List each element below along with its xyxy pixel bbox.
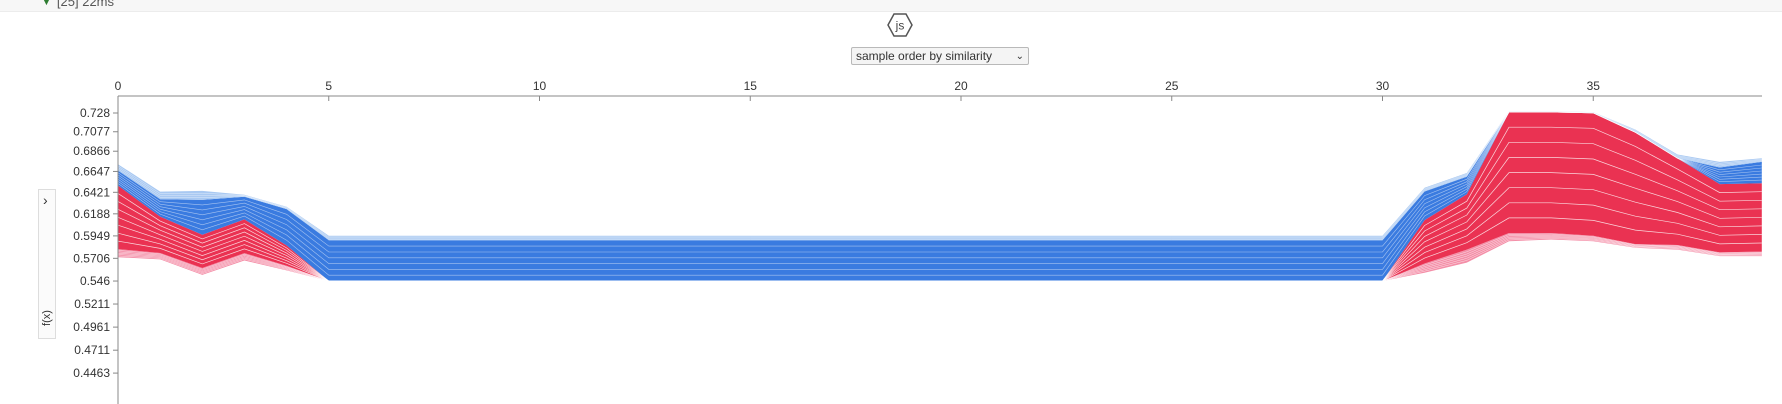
x-tick-label: 30 (1376, 79, 1390, 93)
x-tick-label: 5 (325, 79, 332, 93)
chevron-down-icon: ⌄ (1015, 50, 1024, 62)
x-tick-label: 10 (533, 79, 547, 93)
y-tick-label: 0.7077 (73, 125, 110, 139)
y-tick-label: 0.5706 (73, 251, 110, 265)
cell-timing-label: [25] 22ms (56, 0, 115, 9)
chevron-down-icon[interactable]: ▼ (42, 0, 51, 7)
negative-light-separator (117, 111, 1762, 240)
chevron-right-icon[interactable]: › (43, 192, 48, 208)
y-tick-label: 0.5211 (74, 297, 110, 311)
negative-light-separator (117, 111, 1762, 239)
js-badge-label: js (895, 19, 905, 33)
x-tick-label: 20 (954, 79, 968, 93)
negative-light-separator (117, 111, 1762, 238)
y-tick-label: 0.4463 (73, 366, 110, 380)
yaxis-feature-panel[interactable]: › f(x) (38, 189, 56, 339)
x-tick-label: 25 (1165, 79, 1179, 93)
positive-tail-area (118, 233, 1762, 281)
y-tick-label: 0.4711 (74, 343, 110, 357)
y-tick-label: 0.5949 (73, 229, 110, 243)
y-tick-label: 0.6188 (73, 207, 110, 221)
cell-timing[interactable]: ▼ [25] 22ms (42, 0, 114, 9)
cell-output-bar: ▼ [25] 22ms (0, 0, 1782, 12)
y-tick-label: 0.6421 (73, 185, 110, 199)
y-tick-label: 0.6647 (73, 164, 110, 178)
y-tick-label: 0.6866 (73, 144, 110, 158)
x-tick-label: 15 (744, 79, 758, 93)
positive-tail-separator (117, 233, 1762, 282)
y-tick-label: 0.728 (80, 106, 110, 120)
y-tick-label: 0.4961 (73, 320, 110, 334)
sample-order-value: sample order by similarity (856, 49, 993, 63)
js-icon: js (887, 13, 913, 37)
y-tick-label: 0.546 (80, 274, 110, 288)
positive-area (118, 112, 1762, 281)
negative-area (118, 112, 1762, 281)
x-tick-label: 35 (1587, 79, 1601, 93)
negative-feature-separator (117, 111, 1762, 247)
sample-order-select[interactable]: sample order by similarity ⌄ (851, 47, 1029, 65)
x-tick-label: 0 (115, 79, 122, 93)
